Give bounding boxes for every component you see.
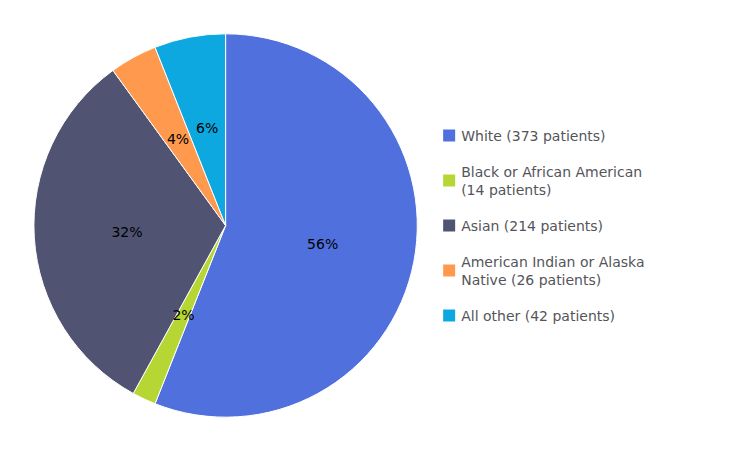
svg-text:2%: 2% [172,307,194,323]
svg-text:(14 patients): (14 patients) [461,182,551,198]
svg-text:32%: 32% [111,224,142,240]
svg-text:56%: 56% [307,236,338,252]
svg-text:4%: 4% [167,131,189,147]
svg-text:American Indian or Alaska: American Indian or Alaska [461,254,644,270]
svg-text:Black or African American: Black or African American [461,164,642,180]
svg-text:6%: 6% [196,120,218,136]
svg-text:Asian (214 patients): Asian (214 patients) [461,218,603,234]
svg-text:Native (26 patients): Native (26 patients) [461,272,601,288]
svg-text:All other (42 patients): All other (42 patients) [461,308,615,324]
svg-text:White (373 patients): White (373 patients) [461,128,605,144]
